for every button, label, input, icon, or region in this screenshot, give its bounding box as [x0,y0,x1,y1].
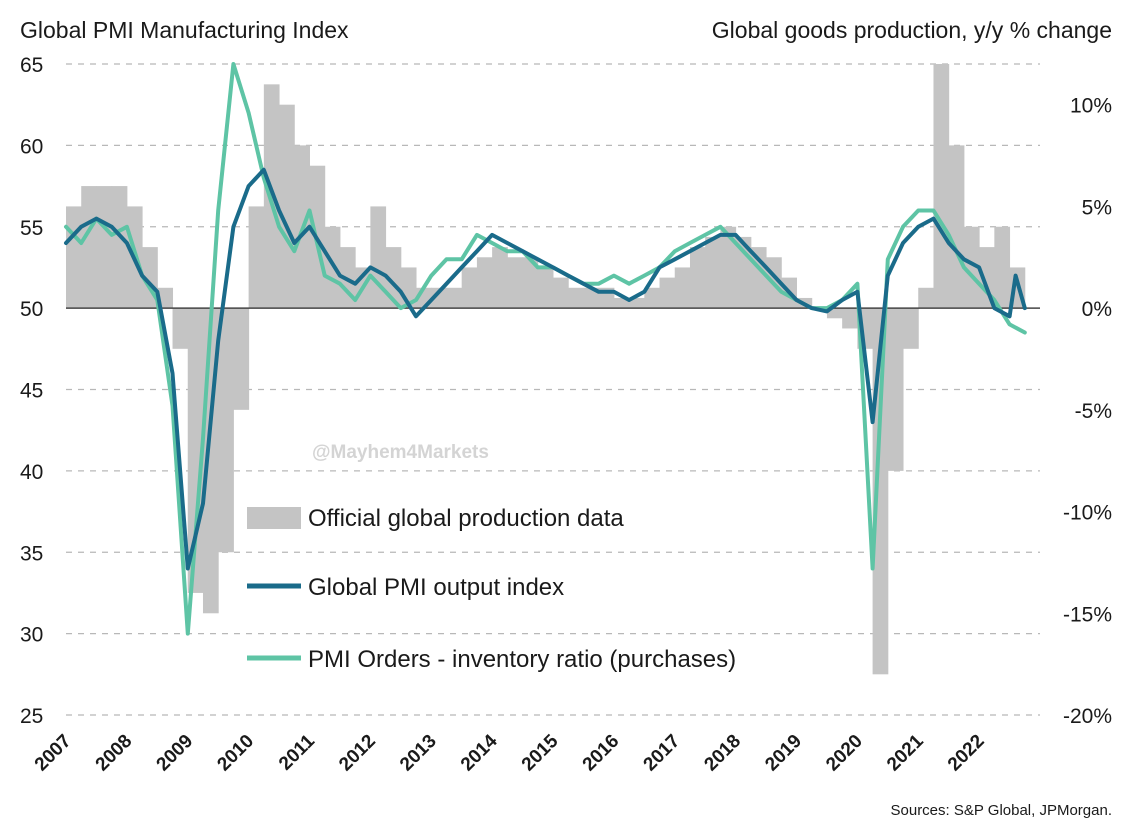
left-tick-label: 45 [20,380,43,403]
production-bar [492,247,508,309]
left-tick-label: 25 [20,705,43,728]
x-tick-label: 2014 [457,730,502,775]
production-bar [659,277,676,309]
legend-swatch-production [247,507,301,529]
right-tick-label: -5% [1075,400,1112,423]
right-axis-title: Global goods production, y/y % change [712,17,1112,43]
production-bar [629,297,645,309]
production-bar [918,287,934,309]
x-tick-label: 2021 [883,730,928,775]
production-bar [476,257,493,309]
left-axis-title: Global PMI Manufacturing Index [20,17,349,43]
right-tick-label: 0% [1082,298,1112,321]
orders-inventory-line [64,62,1027,636]
production-bar [233,308,250,410]
x-axis-ticks: 2007 2008 2009 2010 2011 2012 2013 2014 2015 2016… [31,730,989,775]
right-tick-label: -20% [1063,705,1112,728]
x-tick-label: 2015 [518,730,563,775]
production-bar [431,287,447,309]
production-bar [446,287,463,309]
right-tick-label: 10% [1070,95,1112,118]
production-bar [218,308,234,553]
x-tick-label: 2010 [213,731,258,776]
source-note: Sources: S&P Global, JPMorgan. [891,802,1113,819]
legend-label-production: Official global production data [308,505,624,532]
production-bar [933,64,950,309]
legend: Official global production data Global P… [247,505,736,673]
production-bar [461,267,478,309]
production-bar [994,226,1011,309]
x-tick-label: 2008 [92,731,137,776]
x-tick-label: 2019 [761,731,806,776]
production-bar [689,247,706,309]
left-tick-label: 40 [20,461,43,484]
left-tick-label: 35 [20,542,43,565]
right-axis-ticks: -20% -15% -10% -5% 0% 5% 10% [1063,95,1112,728]
left-tick-label: 65 [20,54,43,77]
x-tick-label: 2013 [396,731,441,776]
x-tick-label: 2009 [153,731,198,776]
x-tick-label: 2017 [640,731,685,776]
x-tick-label: 2007 [31,731,76,776]
x-tick-label: 2020 [822,731,867,776]
x-tick-label: 2018 [700,731,745,776]
production-bar [948,145,965,309]
production-bar [842,308,858,329]
production-bar [522,257,539,309]
right-tick-label: -10% [1063,502,1112,525]
legend-label-pmi-output: Global PMI output index [308,574,564,601]
production-bar [674,267,691,309]
production-bar [537,267,554,309]
production-bar [553,277,569,309]
production-bar [385,247,402,309]
production-bar [81,186,97,309]
left-tick-label: 50 [20,298,43,321]
production-bar [568,287,584,309]
production-bar [66,206,82,309]
left-axis-ticks: 25 30 35 40 45 50 55 60 65 [20,54,43,728]
pmi-lines [64,62,1027,636]
left-tick-label: 30 [20,624,43,647]
production-bar [279,104,295,309]
production-bar [248,206,265,309]
production-bar [887,308,904,471]
watermark: @Mayhem4Markets [312,442,489,463]
production-bar [507,257,524,309]
production-bar [172,308,189,349]
left-tick-label: 55 [20,217,43,240]
production-bar [613,297,630,309]
production-bar [583,287,600,309]
production-bar [720,226,737,309]
x-tick-label: 2016 [579,731,624,776]
production-bar [644,287,661,309]
production-bar [826,308,843,319]
pmi-output-line [64,167,1027,571]
production-bar [96,186,113,309]
production-bar [370,206,387,309]
left-tick-label: 60 [20,135,43,158]
right-tick-label: -15% [1063,603,1112,626]
production-bar [111,186,128,309]
x-tick-label: 2012 [335,731,380,776]
x-tick-label: 2022 [944,731,989,776]
production-bar [903,308,919,349]
right-tick-label: 5% [1082,196,1112,219]
production-bar [963,226,980,309]
production-bar [705,236,721,309]
production-bar [979,247,995,309]
x-tick-label: 2011 [275,730,319,774]
legend-label-orders-inventory: PMI Orders - inventory ratio (purchases) [308,646,736,673]
